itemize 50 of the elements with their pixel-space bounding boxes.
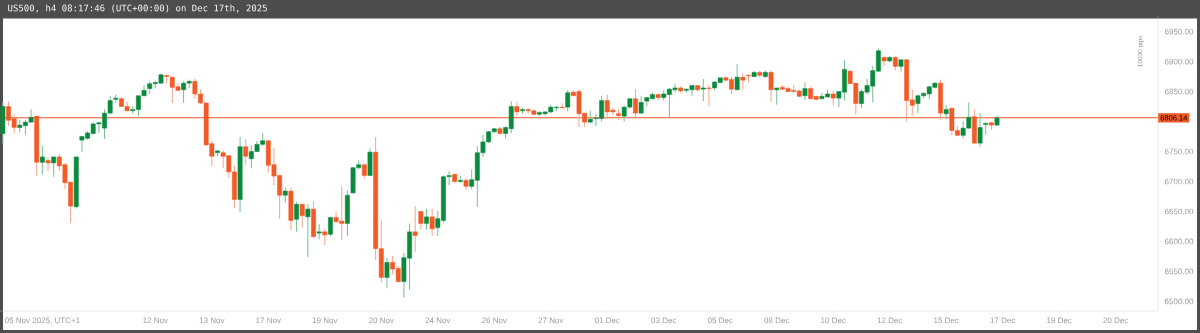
candlestick — [565, 89, 571, 112]
y-tick-label: 6600.00 — [1164, 238, 1194, 245]
candlestick — [243, 138, 249, 166]
candlestick — [802, 81, 808, 101]
candlestick — [977, 112, 983, 148]
y-tick-label: 6550.00 — [1164, 268, 1194, 275]
candlestick — [734, 63, 740, 91]
candlestick — [881, 55, 887, 67]
x-tick-label: 15 Dec — [934, 317, 959, 324]
candlestick — [51, 156, 57, 178]
x-tick-label: 12 Nov — [143, 317, 168, 324]
x-tick-label: 20 Dec — [1103, 317, 1129, 324]
y-tick-label: 6900.00 — [1164, 58, 1194, 65]
x-tick-label: 27 Nov — [538, 317, 564, 324]
x-tick-label: 20 Nov — [369, 317, 394, 324]
y-tick-label: 6850.00 — [1164, 88, 1194, 95]
y-tick-label: 6500.00 — [1164, 298, 1194, 305]
x-tick-label: 12 Dec — [877, 317, 903, 324]
y-tick-label: 6700.00 — [1164, 178, 1194, 185]
candlestick — [412, 205, 418, 253]
x-tick-label: 19 Nov — [312, 317, 338, 324]
candlestick — [429, 208, 435, 237]
candlestick — [768, 70, 774, 103]
x-tick-label: 01 Dec — [594, 317, 620, 324]
candlestick — [299, 203, 305, 229]
x-tick-label: 26 Nov — [482, 317, 507, 324]
x-tick-label: 10 Dec — [821, 317, 846, 324]
x-tick-label: 17 Nov — [256, 317, 281, 324]
x-tick-label: 05 Nov 2025, UTC+1 — [5, 317, 80, 325]
chart-title: US500, h4 08:17:46 (UTC+00:00) on Dec 17th, 2025 — [8, 4, 267, 13]
candlestick — [384, 257, 390, 289]
y-tick-label: 6950.00 — [1164, 28, 1194, 35]
candlestick — [424, 208, 429, 230]
x-tick-label: 24 Nov — [425, 317, 451, 324]
x-tick-label: 17 Dec — [990, 317, 1016, 324]
x-tick-label: 05 Dec — [707, 317, 733, 324]
candlestick — [700, 78, 706, 102]
candlestick — [305, 203, 311, 258]
candlestick — [559, 102, 565, 109]
y-tick-label: 6750.00 — [1164, 148, 1194, 155]
x-tick-label: 08 Dec — [764, 317, 790, 324]
candlestick — [706, 85, 712, 108]
candlestick — [294, 201, 299, 233]
candlestick — [39, 145, 45, 175]
x-tick-label: 03 Dec — [651, 317, 677, 324]
candlestick — [367, 148, 373, 177]
x-tick-label: 19 Dec — [1047, 317, 1072, 324]
candlestick — [45, 156, 51, 172]
y-tick-label: 6650.00 — [1164, 208, 1194, 215]
x-tick-label: 13 Nov — [199, 317, 225, 324]
